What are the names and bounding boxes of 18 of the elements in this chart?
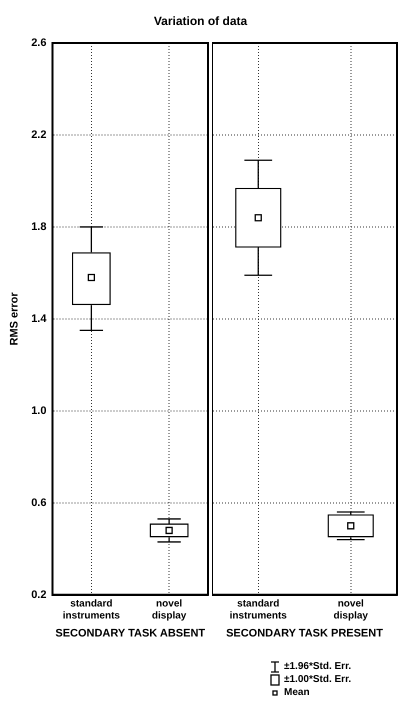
x-axis-title: SECONDARY TASK ABSENT: [55, 627, 206, 640]
y-tick-label: 1.8: [31, 220, 46, 233]
x-tick-label: novel display: [334, 598, 368, 622]
x-tick-label: standard instruments: [230, 598, 288, 622]
y-tick-label: 1.4: [31, 312, 48, 325]
text: ±1.96*Std. Err.: [284, 661, 352, 672]
text: Mean: [284, 687, 310, 698]
y-tick-label: 1.0: [31, 404, 46, 417]
y-tick-label: 2.2: [31, 129, 46, 141]
y-tick-label: 0.6: [31, 496, 46, 509]
x-tick-label: novel display: [152, 598, 187, 622]
y-tick-label: 0.2: [31, 588, 46, 601]
y-tick-label: 2.6: [31, 37, 46, 50]
x-tick-label: standard instruments: [62, 598, 120, 622]
text: ±1.00*Std. Err.: [284, 674, 352, 685]
x-axis-title: SECONDARY TASK PRESENT: [226, 627, 384, 640]
y-axis-title: RMS error: [8, 292, 21, 346]
chart-title: Variation of data: [152, 14, 248, 28]
